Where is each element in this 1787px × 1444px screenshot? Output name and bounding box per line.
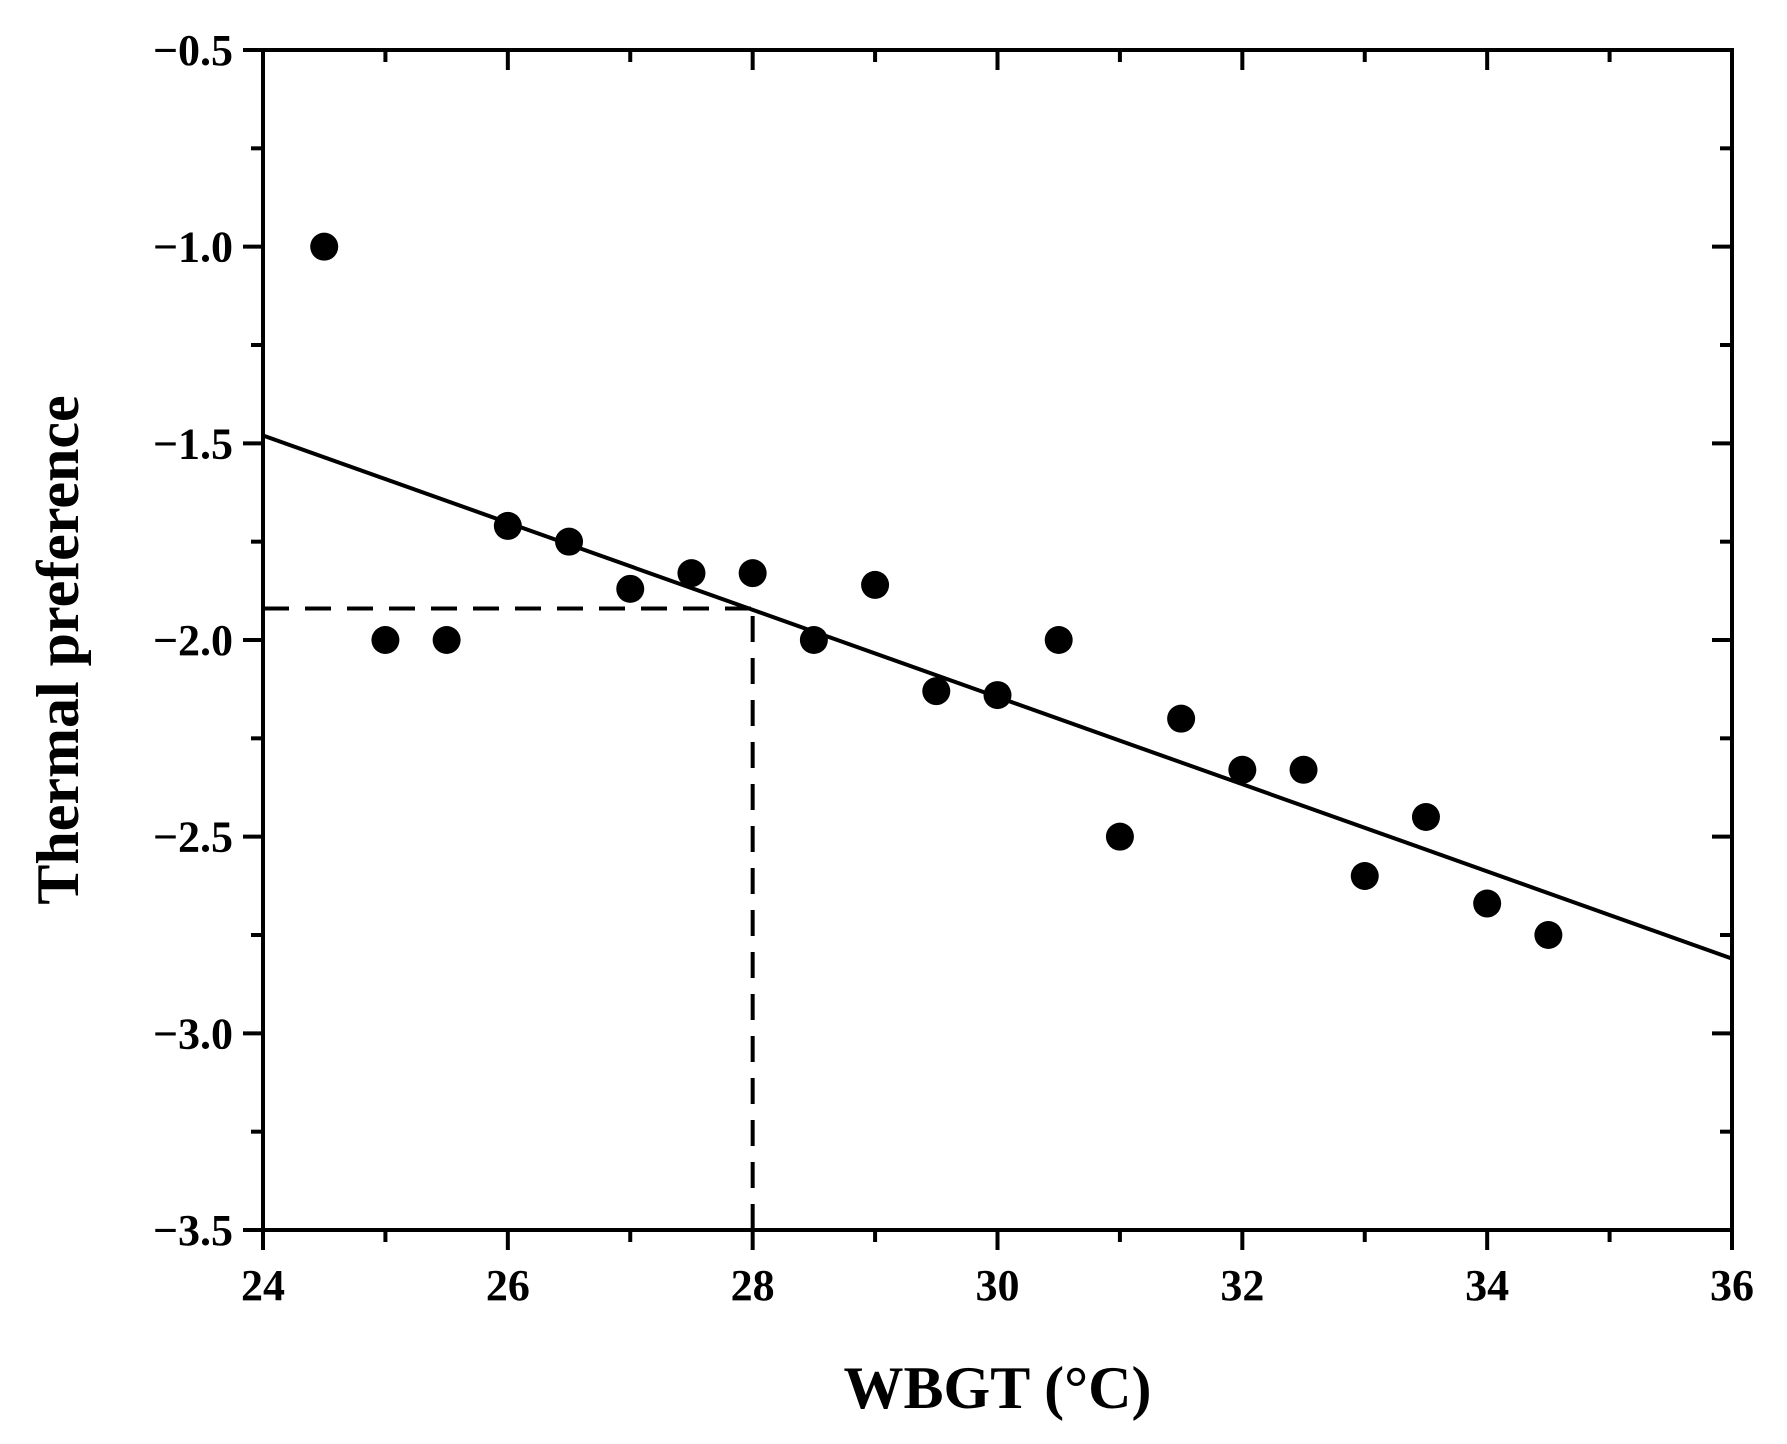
data-point bbox=[1473, 889, 1502, 918]
tick-labels: 24 26 28 30 32 34 36 −0.5 −1.0 −1.5 −2.0 −2.5 −3.0 −3… bbox=[153, 26, 1754, 1310]
x-tick-label: 34 bbox=[1465, 1261, 1509, 1310]
ticks bbox=[243, 48, 1734, 1250]
y-tick-label: −0.5 bbox=[153, 26, 233, 75]
data-point bbox=[1411, 803, 1440, 831]
data-point bbox=[1105, 822, 1134, 851]
y-tick-label: −3.0 bbox=[153, 1009, 233, 1058]
plot-frame bbox=[261, 48, 1734, 1232]
data-point bbox=[616, 574, 645, 603]
x-tick-label: 24 bbox=[241, 1261, 285, 1310]
x-tick-label: 36 bbox=[1710, 1261, 1754, 1310]
data-point bbox=[371, 626, 400, 654]
data-point bbox=[310, 232, 339, 261]
y-tick-label: −2.0 bbox=[153, 616, 233, 665]
y-tick-label: −2.5 bbox=[153, 813, 233, 862]
y-tick-label: −1.0 bbox=[153, 223, 233, 272]
data-point bbox=[1167, 704, 1196, 733]
data-point bbox=[922, 677, 951, 706]
data-point bbox=[799, 626, 828, 654]
data-point bbox=[555, 527, 584, 556]
data-point bbox=[1534, 921, 1563, 949]
y-axis-title: Thermal preference bbox=[25, 395, 91, 904]
y-tick-label: −1.5 bbox=[153, 419, 233, 468]
data-point bbox=[432, 626, 461, 654]
data-point bbox=[861, 570, 890, 599]
y-tick-label: −3.5 bbox=[153, 1206, 233, 1255]
reference-lines bbox=[263, 606, 755, 1230]
data-point bbox=[1228, 755, 1257, 784]
data-point bbox=[983, 681, 1012, 710]
x-tick-label: 32 bbox=[1220, 1261, 1264, 1310]
data-point bbox=[677, 559, 706, 588]
x-tick-label: 26 bbox=[486, 1261, 530, 1310]
x-tick-label: 30 bbox=[976, 1261, 1020, 1310]
x-axis-title: WBGT (°C) bbox=[844, 1355, 1152, 1421]
data-point bbox=[1289, 755, 1318, 784]
data-points bbox=[310, 232, 1563, 949]
axes bbox=[261, 48, 1734, 1232]
data-point bbox=[1350, 862, 1379, 890]
data-point bbox=[493, 511, 522, 540]
x-tick-label: 28 bbox=[731, 1261, 775, 1310]
data-point bbox=[1044, 626, 1073, 654]
data-point bbox=[738, 559, 767, 588]
